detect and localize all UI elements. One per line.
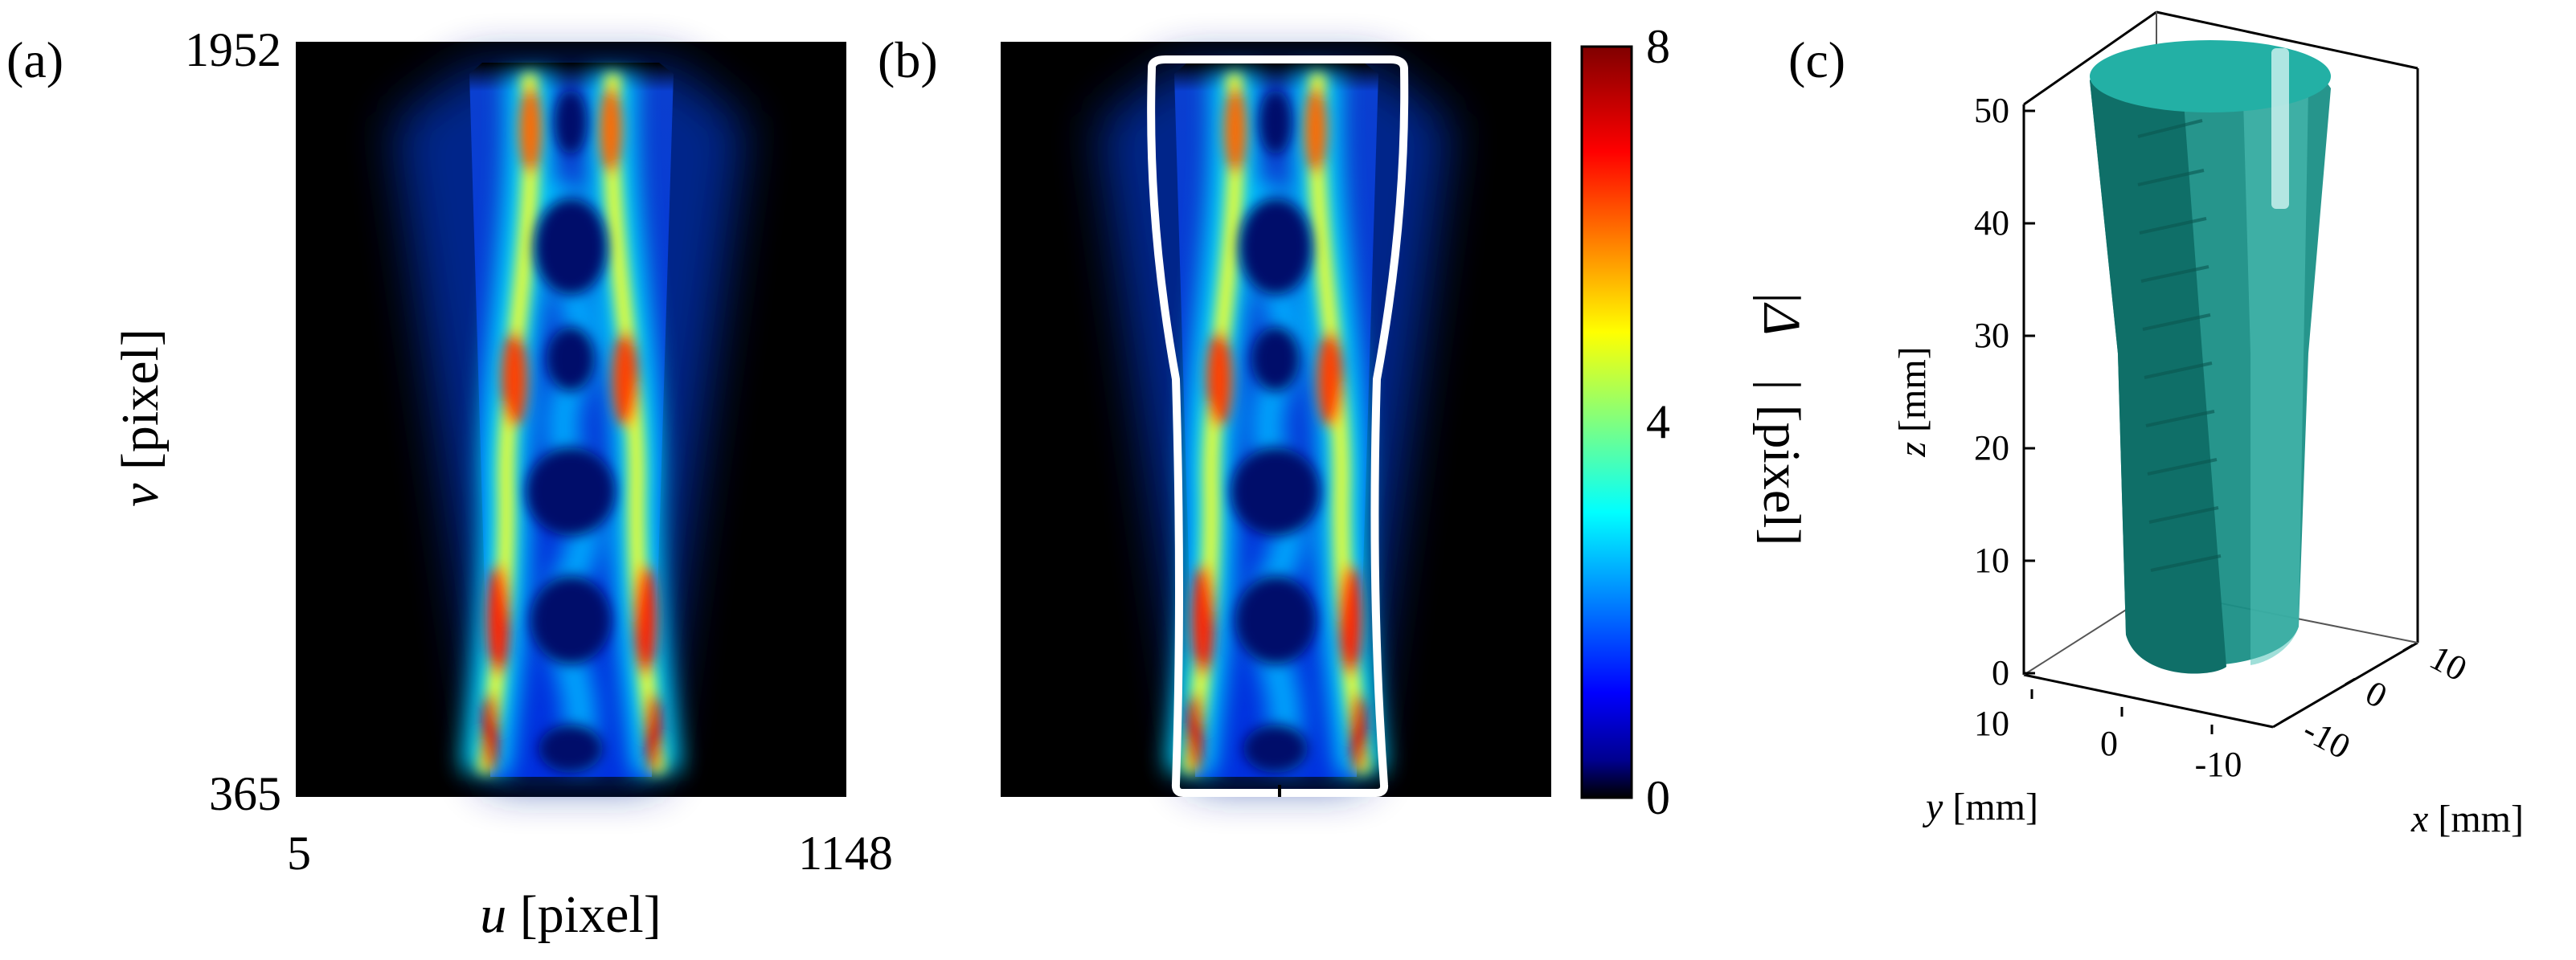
volume-front-texture (2137, 119, 2222, 572)
colorbar-frame (1580, 45, 1633, 799)
volume-top-cap (2090, 40, 2331, 112)
z-tick-0: 0 (1992, 653, 2009, 692)
y-axis-label: y [mm] (1922, 786, 2038, 828)
z-tick-40: 40 (1974, 203, 2009, 243)
panel-a-v-tick-bottom: 365 (209, 767, 281, 820)
panel-b-image (1001, 42, 1551, 797)
panel-a-u-tick-right: 1148 (798, 827, 893, 880)
panel-a-xlabel: u [pixel] (480, 885, 661, 944)
panel-a-label: (a) (6, 31, 63, 88)
reconstructed-volume (2090, 40, 2331, 674)
x-tick-minus10: -10 (2296, 710, 2357, 767)
panel-a: (a) 1952 365 5 1148 u [pixel] v [pixel] (6, 23, 893, 944)
panel-a-ylabel: v [pixel] (111, 329, 170, 507)
panel-c-label: (c) (1788, 31, 1845, 88)
z-tick-50: 50 (1974, 91, 2009, 130)
colorbar-tick-4: 4 (1646, 395, 1670, 448)
panel-a-v-tick-top: 1952 (185, 23, 281, 76)
z-tick-marks (2024, 109, 2035, 675)
panel-a-u-tick-left: 5 (287, 827, 311, 880)
volume-side-light (2242, 72, 2308, 665)
z-tick-20: 20 (1974, 428, 2009, 468)
colorbar: 8 4 0 |Δ⃗| [pixel] (1580, 20, 1811, 824)
x-tick-marks (2280, 643, 2414, 724)
z-axis-label: z [mm] (1891, 346, 1934, 457)
y-tick-minus10: -10 (2195, 745, 2242, 784)
z-tick-30: 30 (1974, 316, 2009, 355)
panel-a-image (296, 42, 846, 797)
panel-b-label: (b) (878, 31, 938, 88)
colorbar-label: |Δ⃗| [pixel] (1752, 290, 1811, 546)
colorbar-tick-8: 8 (1646, 20, 1670, 73)
y-tick-marks (2030, 689, 2214, 734)
z-tick-10: 10 (1974, 541, 2009, 580)
volume-marker-rod (2271, 48, 2289, 209)
y-tick-0: 0 (2100, 724, 2118, 763)
colorbar-tick-0: 0 (1646, 771, 1670, 824)
mask-boundary (1147, 55, 1409, 797)
volume-front-face (2090, 48, 2226, 674)
colorbar-gradient (1582, 47, 1632, 798)
x-tick-0: 0 (2359, 673, 2393, 717)
panel-c: (c) 0 10 20 30 40 50 z [mm] (1788, 10, 2524, 840)
x-axis-label: x [mm] (2410, 798, 2524, 840)
panel-b: (b) (878, 31, 1551, 797)
x-tick-10: 10 (2423, 638, 2473, 689)
y-tick-10: 10 (1974, 704, 2009, 743)
